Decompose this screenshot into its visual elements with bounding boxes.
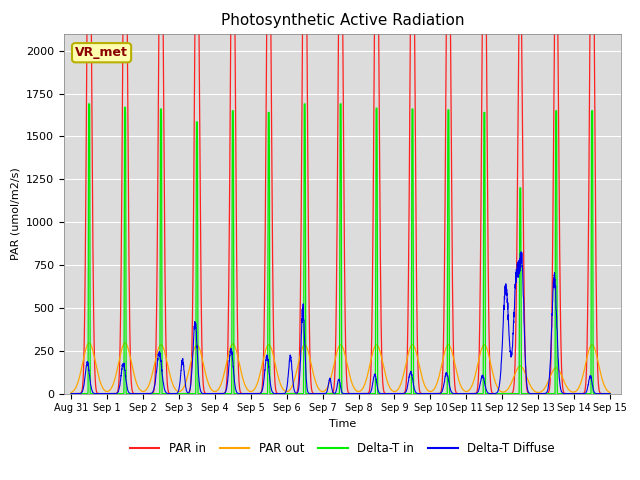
PAR in: [161, 230, 168, 236]
Delta-T Diffuse: [606, 391, 614, 396]
Line: PAR out: PAR out: [71, 343, 610, 393]
PAR out: [606, 390, 614, 396]
PAR in: [596, 389, 604, 395]
PAR out: [298, 348, 305, 354]
PAR in: [538, 391, 545, 396]
PAR in: [298, 217, 305, 223]
Line: Delta-T in: Delta-T in: [71, 104, 610, 394]
Legend: PAR in, PAR out, Delta-T in, Delta-T Diffuse: PAR in, PAR out, Delta-T in, Delta-T Dif…: [125, 437, 560, 460]
PAR out: [538, 389, 545, 395]
Y-axis label: PAR (umol/m2/s): PAR (umol/m2/s): [11, 167, 20, 260]
PAR out: [129, 366, 137, 372]
Line: Delta-T Diffuse: Delta-T Diffuse: [71, 252, 610, 394]
Delta-T in: [538, 391, 545, 396]
PAR out: [596, 366, 604, 372]
PAR out: [161, 349, 168, 355]
Delta-T Diffuse: [298, 336, 305, 341]
Delta-T in: [67, 391, 75, 396]
Delta-T in: [596, 391, 604, 396]
PAR out: [85, 340, 93, 346]
Delta-T Diffuse: [67, 391, 75, 396]
PAR out: [67, 390, 75, 396]
Text: VR_met: VR_met: [75, 46, 128, 59]
Title: Photosynthetic Active Radiation: Photosynthetic Active Radiation: [221, 13, 464, 28]
Delta-T Diffuse: [596, 391, 604, 396]
PAR in: [67, 391, 75, 396]
Delta-T Diffuse: [351, 391, 358, 396]
PAR in: [274, 391, 282, 396]
Delta-T Diffuse: [129, 391, 136, 396]
Delta-T in: [84, 101, 92, 107]
PAR in: [129, 389, 136, 395]
Delta-T Diffuse: [538, 391, 545, 396]
Delta-T Diffuse: [274, 391, 282, 396]
PAR out: [274, 373, 282, 379]
Delta-T in: [606, 391, 614, 396]
Delta-T Diffuse: [161, 387, 168, 393]
Line: PAR in: PAR in: [71, 0, 610, 394]
X-axis label: Time: Time: [329, 419, 356, 429]
PAR in: [606, 391, 614, 396]
Delta-T Diffuse: [517, 249, 525, 255]
Delta-T in: [129, 391, 137, 396]
Delta-T in: [298, 391, 305, 396]
Delta-T in: [161, 391, 168, 396]
Delta-T in: [274, 391, 282, 396]
